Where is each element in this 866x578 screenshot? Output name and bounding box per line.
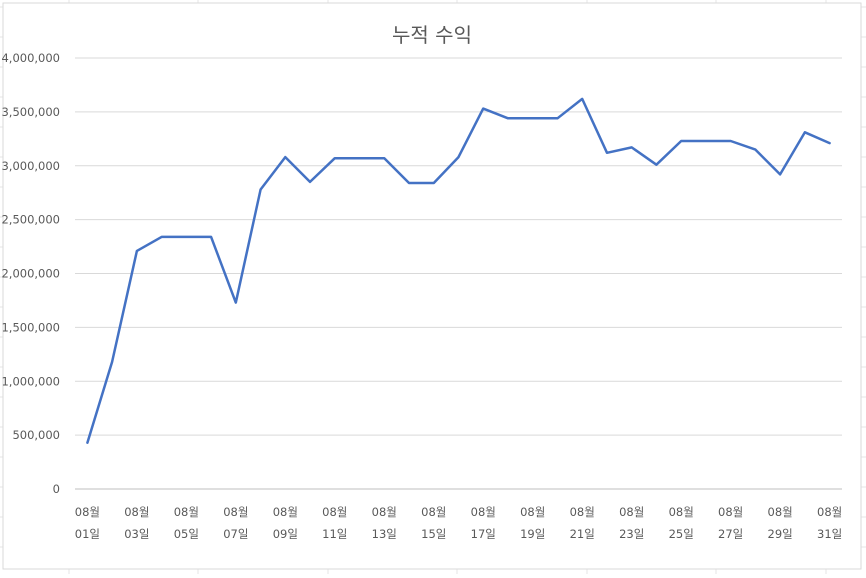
- gridlines: [75, 57, 842, 490]
- x-tick-label: 08월: [520, 505, 545, 519]
- x-tick-label: 27일: [718, 527, 743, 541]
- x-tick-label: 25일: [669, 527, 694, 541]
- x-tick-label: 11일: [322, 527, 347, 541]
- x-tick-label: 07일: [223, 527, 248, 541]
- x-tick-label: 23일: [619, 527, 644, 541]
- x-tick-label: 08월: [223, 505, 248, 519]
- x-tick-label: 05일: [174, 527, 199, 541]
- x-tick-label: 08월: [273, 505, 298, 519]
- x-tick-label: 29일: [768, 527, 793, 541]
- x-tick-label: 17일: [471, 527, 496, 541]
- x-tick-label: 13일: [372, 527, 397, 541]
- x-tick-label: 01일: [75, 527, 100, 541]
- x-tick-label: 21일: [570, 527, 595, 541]
- x-tick-label: 08월: [174, 505, 199, 519]
- x-tick-label: 19일: [520, 527, 545, 541]
- y-tick-label: 1,000,000: [1, 374, 60, 388]
- x-tick-label: 15일: [421, 527, 446, 541]
- x-tick-label: 31일: [817, 527, 842, 541]
- x-tick-label: 08월: [124, 505, 149, 519]
- x-tick-label: 08월: [75, 505, 100, 519]
- x-tick-label: 08월: [372, 505, 397, 519]
- x-tick-label: 08월: [570, 505, 595, 519]
- x-tick-label: 08월: [669, 505, 694, 519]
- y-tick-label: 2,000,000: [1, 267, 60, 281]
- series-group: [86, 97, 831, 444]
- x-tick-label: 08월: [768, 505, 793, 519]
- y-tick-label: 1,500,000: [1, 320, 60, 334]
- x-tick-label: 03일: [124, 527, 149, 541]
- chart-border: [2, 2, 862, 570]
- y-tick-label: 4,000,000: [1, 51, 60, 65]
- x-tick-label: 09일: [273, 527, 298, 541]
- x-axis-ticks: 08월 01일 08월 03일 08월 05일 08월 07일 08월 09일 08월 11일 08월 1…: [75, 505, 842, 541]
- y-tick-label: 3,500,000: [1, 105, 60, 119]
- series-line: [86, 97, 831, 444]
- y-tick-label: 3,000,000: [1, 159, 60, 173]
- y-tick-label: 500,000: [12, 428, 60, 442]
- x-tick-label: 08월: [817, 505, 842, 519]
- y-tick-label: 0: [53, 482, 60, 496]
- x-tick-label: 08월: [322, 505, 347, 519]
- x-tick-label: 08월: [718, 505, 743, 519]
- y-tick-label: 2,500,000: [1, 213, 60, 227]
- y-axis-ticks: 0 500,000 1,000,000 1,500,000 2,000,000 2,500…: [1, 51, 60, 496]
- chart-title: 누적 수익: [392, 23, 472, 47]
- x-tick-label: 08월: [619, 505, 644, 519]
- x-tick-label: 08월: [471, 505, 496, 519]
- x-tick-label: 08월: [421, 505, 446, 519]
